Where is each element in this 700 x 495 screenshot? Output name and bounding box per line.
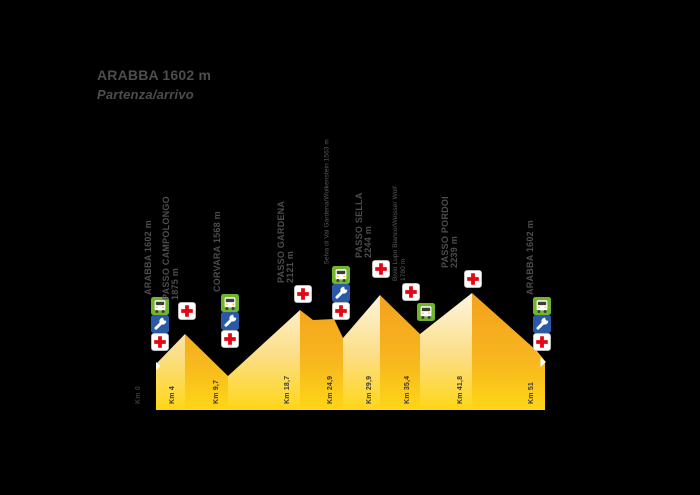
waypoint-elevation: 1780 m	[399, 258, 407, 281]
climb-segment-6	[420, 293, 472, 410]
finish-marker-notch	[540, 357, 546, 367]
waypoint-label: PASSO GARDENA 2121 m	[276, 201, 295, 283]
waypoint-elevation: 2121 m	[285, 250, 295, 283]
medical-cross-icon	[151, 333, 169, 351]
start-marker-notch	[156, 362, 161, 370]
mechanic-wrench-icon	[533, 315, 551, 333]
shuttle-bus-icon	[533, 297, 551, 315]
waypoint-elevation: 2244 m	[363, 225, 373, 258]
km-tick-label: Km 9,7	[213, 379, 220, 404]
waypoint-elevation: 1875 m	[170, 267, 180, 300]
climb-segment-2	[228, 310, 300, 410]
km-tick-label: Km 0	[135, 386, 142, 404]
descent-segment-5	[380, 295, 420, 410]
medical-cross-icon	[178, 302, 196, 320]
medical-cross-icon	[332, 302, 350, 320]
waypoint-label: PASSO SELLA 2244 m	[354, 192, 373, 258]
medical-cross-icon	[533, 333, 551, 351]
shuttle-bus-icon	[151, 297, 169, 315]
climb-segment-4	[343, 295, 380, 410]
mechanic-wrench-icon	[151, 315, 169, 333]
waypoint-name: Bivio Lupo Bianco/Weisser Wolf	[392, 186, 399, 281]
medical-cross-icon	[372, 260, 390, 278]
waypoint-label: Selva di Val Gardena/Wolkenstein 1563 m	[324, 139, 332, 264]
waypoint-label: ARABBA 1602 m	[143, 220, 153, 295]
descent-segment-3	[300, 310, 343, 410]
shuttle-bus-icon	[417, 303, 435, 321]
descent-segment-1	[185, 334, 228, 410]
km-tick-label: Km 41,8	[457, 375, 464, 404]
medical-cross-icon	[464, 270, 482, 288]
shuttle-bus-icon	[332, 266, 350, 284]
waypoint-label: CORVARA 1568 m	[212, 211, 222, 292]
waypoint-name: Selva di Val Gardena/Wolkenstein 1563 m	[323, 138, 331, 264]
km-tick-label: Km 51	[528, 381, 535, 404]
medical-cross-icon	[221, 330, 239, 348]
shuttle-bus-icon	[221, 294, 239, 312]
km-tick-label: Km 24,9	[327, 375, 334, 404]
waypoint-name: CORVARA 1568 m	[212, 211, 222, 292]
chart-title-block: ARABBA 1602 m Partenza/arrivo	[97, 67, 211, 102]
km-tick-label: Km 18,7	[284, 375, 291, 404]
waypoint-label: PASSO CAMPOLONGO 1875 m	[161, 196, 180, 300]
medical-cross-icon	[402, 283, 420, 301]
waypoint-label: Bivio Lupo Bianco/Weisser Wolf 1780 m	[392, 186, 407, 281]
km-tick-label: Km 35,4	[404, 375, 411, 404]
waypoint-name: ARABBA 1602 m	[525, 220, 535, 295]
descent-segment-7	[472, 293, 545, 410]
climb-segment-0	[156, 334, 185, 410]
km-tick-label: Km 29,9	[366, 375, 373, 404]
km-tick-label: Km 4	[169, 386, 176, 404]
chart-subtitle: Partenza/arrivo	[97, 87, 194, 102]
chart-title: ARABBA 1602 m	[97, 67, 212, 83]
medical-cross-icon	[294, 285, 312, 303]
mechanic-wrench-icon	[221, 312, 239, 330]
waypoint-label: ARABBA 1602 m	[525, 220, 535, 295]
waypoint-name: ARABBA 1602 m	[143, 220, 153, 295]
waypoint-label: PASSO PORDOI 2239 m	[440, 196, 459, 268]
mechanic-wrench-icon	[332, 284, 350, 302]
waypoint-elevation: 2239 m	[449, 235, 459, 268]
